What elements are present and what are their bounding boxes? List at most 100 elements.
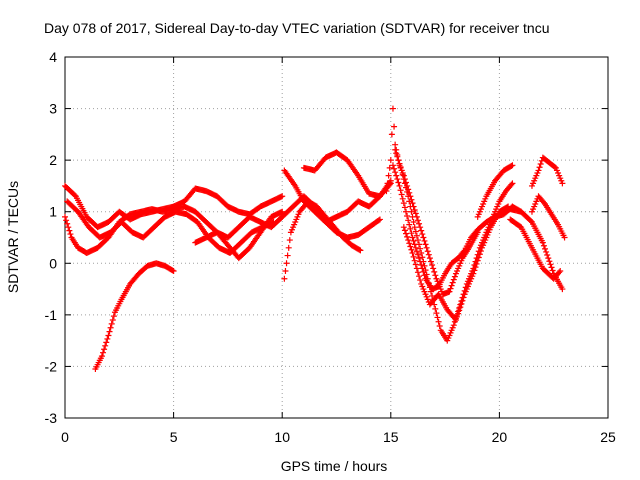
data-point [375,217,382,224]
y-tick-label: 0 [49,255,57,271]
data-point [416,273,423,280]
data-point [412,261,419,268]
data-point [412,228,419,235]
data-point [448,282,455,289]
data-point [407,225,414,232]
series-track-16 [507,216,564,282]
data-point [527,217,534,224]
data-point [416,241,423,248]
data-point [397,164,404,171]
data-point [450,322,457,329]
data-point [399,171,406,178]
data-point [417,277,424,284]
data-point [404,233,411,240]
series-track-18 [528,193,568,241]
data-point [432,272,439,279]
data-point [389,162,396,169]
data-point [410,237,417,244]
data-point [427,288,434,295]
data-point [170,268,177,275]
data-point [282,268,289,275]
data-point [424,275,431,282]
data-point [395,157,402,164]
data-point [429,292,436,299]
data-point [436,323,443,330]
data-point [398,191,405,198]
data-point [401,227,408,234]
x-tick-label: 0 [61,429,69,445]
data-point [549,267,556,274]
data-point [406,221,413,228]
data-point [545,255,552,262]
data-point [387,157,394,164]
data-point [561,234,568,241]
data-point [544,252,551,259]
data-point [509,180,516,187]
data-point [389,105,396,112]
y-tick-label: 3 [49,101,57,117]
data-point [419,254,426,261]
data-point [385,172,392,179]
data-point [422,267,429,274]
data-point [557,268,564,275]
data-point [427,258,434,265]
data-point [169,267,176,274]
data-point [431,268,438,275]
series-track-4 [92,260,177,373]
data-point [474,257,481,264]
data-point [283,260,290,267]
data-point [410,219,417,226]
tick-marks [64,56,609,419]
data-point [393,150,400,157]
data-point [426,284,433,291]
data-point [414,269,421,276]
data-point [551,164,558,171]
data-point [457,304,464,311]
series-track-8 [281,167,383,241]
data-point [450,276,457,283]
data-point [404,188,411,195]
data-point [384,180,391,187]
data-point [395,179,402,186]
data-point [279,193,286,200]
data-point [270,219,277,226]
data-point [413,265,420,272]
data-point [407,203,414,210]
data-point [543,248,550,255]
x-tick-label: 20 [492,429,508,445]
y-tick-labels: -3 -2 -1 0 1 2 3 4 [45,49,58,426]
data-point [399,195,406,202]
data-point [421,237,428,244]
data-point [508,181,515,188]
data-point [412,210,419,217]
data-point [403,230,410,237]
data-point [423,244,430,251]
y-tick-label: -3 [45,410,58,426]
data-point [388,131,395,138]
data-point [281,275,288,282]
data-point [406,198,413,205]
data-point [100,349,107,356]
data-point [107,324,114,331]
data-point [413,248,420,255]
data-point [392,169,399,176]
data-point [458,300,465,307]
data-point [429,262,436,269]
x-tick-labels: 0 5 10 15 20 25 [61,429,616,445]
series-track-9 [300,149,394,200]
data-point [411,224,418,231]
data-point [411,257,418,264]
data-point [412,244,419,251]
data-point [542,245,549,252]
data-point [460,248,467,255]
data-point [109,317,116,324]
data-point [404,213,411,220]
data-point [547,261,554,268]
x-axis-label: GPS time / hours [281,458,388,474]
data-point [400,176,407,183]
data-point [459,297,466,304]
data-point [400,200,407,207]
data-point [66,227,73,234]
data-point [405,193,412,200]
data-point [416,220,423,227]
